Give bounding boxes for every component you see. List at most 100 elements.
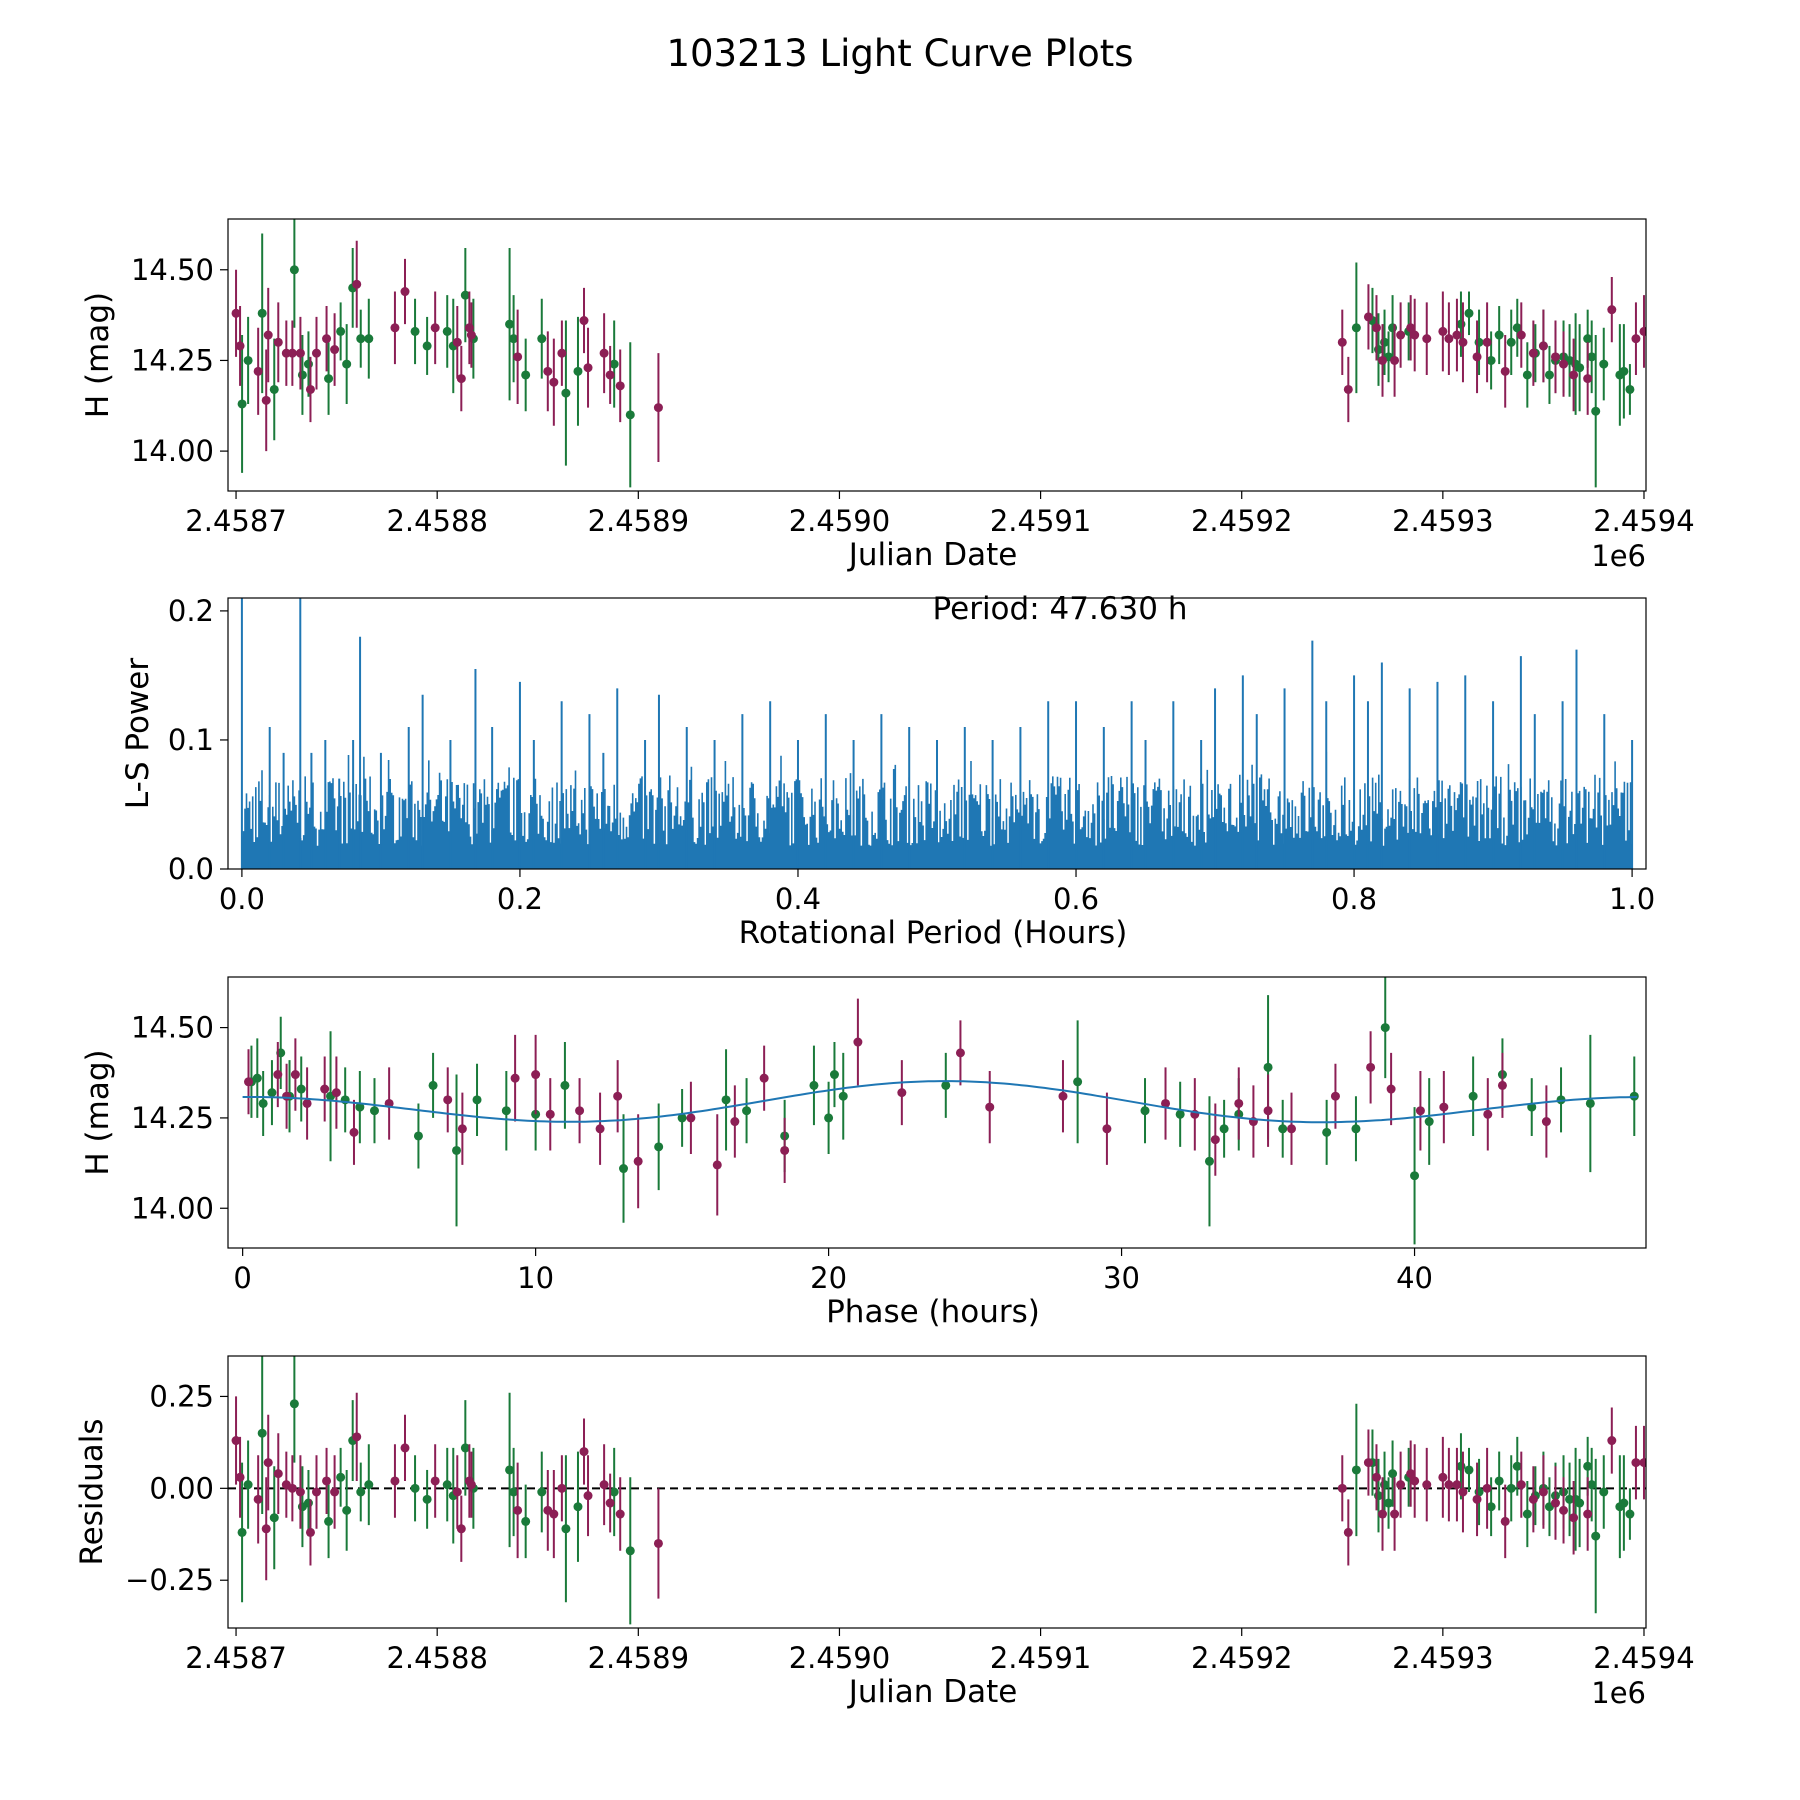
green-data-point [1073, 1077, 1083, 1087]
green-data-point [505, 1465, 515, 1475]
magenta-data-point [557, 348, 567, 358]
green-data-point [521, 370, 531, 380]
magenta-data-point [1559, 1505, 1569, 1515]
green-data-point [252, 1073, 262, 1083]
magenta-data-point [1444, 1480, 1454, 1490]
green-data-point [258, 1098, 268, 1108]
magenta-data-point [1516, 1480, 1526, 1490]
magenta-data-point [295, 1487, 305, 1497]
magenta-data-point [613, 1091, 623, 1101]
green-data-point [410, 326, 420, 336]
green-data-point [243, 355, 253, 365]
period-annotation: Period: 47.630 h [933, 591, 1188, 627]
magenta-data-point [1639, 326, 1646, 336]
magenta-data-point [456, 1524, 466, 1534]
green-data-point [824, 1113, 834, 1123]
magenta-data-point [686, 1113, 696, 1123]
green-data-point [561, 1524, 571, 1534]
x-offset-label: 1e6 [1591, 539, 1646, 573]
magenta-data-point [1390, 1509, 1400, 1519]
magenta-data-point [759, 1073, 769, 1083]
green-data-point [1204, 1156, 1214, 1166]
green-data-point [1474, 337, 1484, 347]
magenta-data-point [545, 1109, 555, 1119]
magenta-data-point [1541, 1117, 1551, 1127]
magenta-data-point [579, 316, 589, 326]
green-data-point [1619, 366, 1629, 376]
green-data-point [428, 1080, 438, 1090]
magenta-data-point [330, 345, 340, 355]
green-data-point [257, 1428, 267, 1438]
magenta-data-point [1343, 1527, 1353, 1537]
green-data-point [257, 308, 267, 318]
magenta-data-point [1482, 337, 1492, 347]
x-tick-label: 2.4587 [185, 504, 286, 538]
x-tick-label: 2.4593 [1392, 1641, 1493, 1675]
green-series [237, 219, 1635, 488]
green-data-point [1468, 1091, 1478, 1101]
magenta-data-point [1396, 330, 1406, 340]
magenta-data-point [400, 1443, 410, 1453]
green-data-point [537, 334, 547, 344]
green-data-point [809, 1080, 819, 1090]
green-data-point [1506, 1483, 1516, 1493]
green-data-point [269, 384, 279, 394]
magenta-data-point [579, 1447, 589, 1457]
magenta-data-point [1483, 1109, 1493, 1119]
magenta-data-point [1631, 1458, 1641, 1468]
x-tick-label: 2.4589 [588, 1641, 689, 1675]
green-data-point [1175, 1109, 1185, 1119]
magenta-data-point [1569, 370, 1579, 380]
y-tick-label: 14.00 [131, 434, 214, 468]
green-data-point [721, 1095, 731, 1105]
magenta-data-point [231, 1436, 241, 1446]
magenta-data-point [1538, 1487, 1548, 1497]
magenta-data-point [456, 374, 466, 384]
magenta-data-point [510, 1073, 520, 1083]
green-data-point [452, 1145, 462, 1155]
magenta-data-point [1452, 1480, 1462, 1490]
green-data-point [460, 290, 470, 300]
magenta-data-point [1607, 305, 1617, 315]
magenta-data-point [1439, 1102, 1449, 1112]
green-data-point [941, 1080, 951, 1090]
magenta-data-point [263, 330, 273, 340]
magenta-data-point [712, 1160, 722, 1170]
y-tick-label: 14.25 [131, 343, 214, 377]
magenta-data-point [595, 1124, 605, 1134]
green-data-point [369, 1106, 379, 1116]
phased-curve-frame [227, 976, 1647, 1249]
x-tick-label: 2.4588 [386, 504, 487, 538]
magenta-data-point [466, 1480, 476, 1490]
magenta-series [244, 998, 1551, 1216]
green-data-point [1599, 1487, 1609, 1497]
green-data-point [537, 1487, 547, 1497]
magenta-data-point [390, 323, 400, 333]
magenta-data-point [955, 1048, 965, 1058]
magenta-data-point [430, 323, 440, 333]
green-data-point [1464, 308, 1474, 318]
magenta-data-point [1583, 1509, 1593, 1519]
magenta-data-point [235, 341, 245, 351]
magenta-data-point [322, 334, 332, 344]
residuals-panel: 2.4587 2.4588 2.4589 2.4590 2.4591 2.4592 2.45… [74, 1355, 1695, 1710]
magenta-data-point [311, 348, 321, 358]
x-axis-label: Julian Date [847, 1674, 1018, 1710]
magenta-data-point [1406, 323, 1416, 333]
green-data-point [413, 1131, 423, 1141]
light-curve-frame [227, 218, 1647, 492]
green-data-point [472, 1095, 482, 1105]
green-data-point [838, 1091, 848, 1101]
magenta-data-point [1516, 330, 1526, 340]
x-tick-label: 0 [233, 1261, 251, 1295]
magenta-data-point [1161, 1098, 1171, 1108]
green-data-point [460, 1443, 470, 1453]
magenta-data-point [1438, 1472, 1448, 1482]
green-data-point [1599, 359, 1609, 369]
y-axis-label: H (mag) [80, 1049, 116, 1175]
magenta-data-point [1472, 352, 1482, 362]
green-data-point [237, 399, 247, 409]
x-tick-label: 1.0 [1609, 882, 1655, 916]
magenta-data-point [1607, 1436, 1617, 1446]
magenta-data-point [400, 287, 410, 297]
